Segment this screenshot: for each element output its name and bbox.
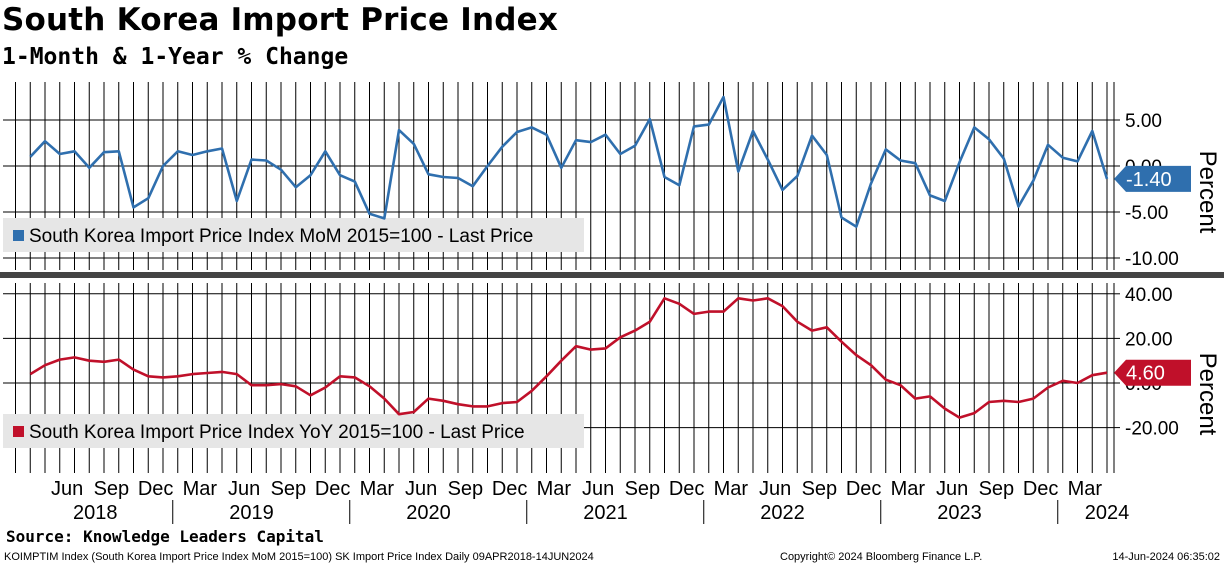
source-note: Source: Knowledge Leaders Capital: [6, 527, 324, 546]
y-tick-label: 5.00: [1125, 111, 1162, 132]
x-month-label: Sep: [625, 478, 661, 500]
x-month-label: Dec: [492, 478, 528, 500]
x-year-label: 2023: [937, 502, 982, 524]
x-year-label: 2020: [406, 502, 451, 524]
x-month-label: Mar: [891, 478, 926, 500]
x-month-label: Sep: [271, 478, 307, 500]
x-year-label: 2021: [583, 502, 628, 524]
x-month-label: Jun: [228, 478, 260, 500]
y-tick-label: 40.00: [1125, 285, 1173, 306]
x-month-label: Mar: [714, 478, 749, 500]
x-month-label: Mar: [360, 478, 395, 500]
y-tick-label: -10.00: [1125, 249, 1179, 270]
legend-label: South Korea Import Price Index YoY 2015=…: [29, 422, 525, 443]
ticker-line: KOIMPTIM Index (South Korea Import Price…: [4, 551, 594, 563]
x-axis: Jun Sep Dec Mar Jun Sep Dec Mar Jun Sep Dec Mar Jun S…: [51, 478, 1129, 524]
last-value-tag: [1114, 359, 1191, 386]
divider-bar: [0, 272, 1224, 278]
series-line: [29, 296, 1108, 419]
x-month-label: Sep: [979, 478, 1015, 500]
last-value-tag: [1114, 165, 1191, 192]
series-line: [29, 95, 1109, 228]
y-axis-title: Percent: [1194, 151, 1221, 234]
y-axis-title: Percent: [1194, 353, 1221, 436]
x-month-label: Sep: [94, 478, 130, 500]
x-month-label: Mar: [183, 478, 218, 500]
x-year-label: 2018: [73, 502, 118, 524]
x-year-label: 2022: [760, 502, 805, 524]
legend-label: South Korea Import Price Index MoM 2015=…: [29, 226, 533, 247]
x-month-label: Jun: [936, 478, 968, 500]
x-month-label: Jun: [582, 478, 614, 500]
x-month-label: Mar: [1068, 478, 1103, 500]
x-month-label: Mar: [537, 478, 572, 500]
legend-box: [3, 218, 584, 252]
y-tick-label: -5.00: [1125, 203, 1168, 224]
last-value-label: 4.60: [1126, 363, 1165, 385]
copyright: Copyright© 2024 Bloomberg Finance L.P.: [780, 551, 983, 563]
x-month-label: Dec: [669, 478, 705, 500]
legend-box: [3, 414, 584, 448]
x-month-label: Jun: [405, 478, 437, 500]
x-month-label: Dec: [315, 478, 351, 500]
y-tick-label: 20.00: [1125, 329, 1173, 350]
x-year-label: 2019: [229, 502, 274, 524]
x-month-label: Sep: [802, 478, 838, 500]
x-month-label: Dec: [1023, 478, 1059, 500]
legend-swatch: [13, 426, 24, 437]
timestamp: 14-Jun-2024 06:35:02: [1112, 551, 1220, 563]
chart-title: South Korea Import Price Index: [2, 2, 559, 38]
legend-swatch: [13, 230, 24, 241]
chart-subtitle: 1-Month & 1-Year % Change: [2, 44, 349, 70]
x-month-label: Dec: [138, 478, 174, 500]
x-month-label: Sep: [448, 478, 484, 500]
x-month-label: Jun: [51, 478, 83, 500]
panel-divider: [0, 272, 1224, 278]
x-year-label: 2024: [1085, 502, 1130, 524]
y-tick-label: -20.00: [1125, 419, 1179, 440]
last-value-label: -1.40: [1126, 169, 1172, 191]
x-month-label: Jun: [759, 478, 791, 500]
x-month-label: Dec: [846, 478, 882, 500]
